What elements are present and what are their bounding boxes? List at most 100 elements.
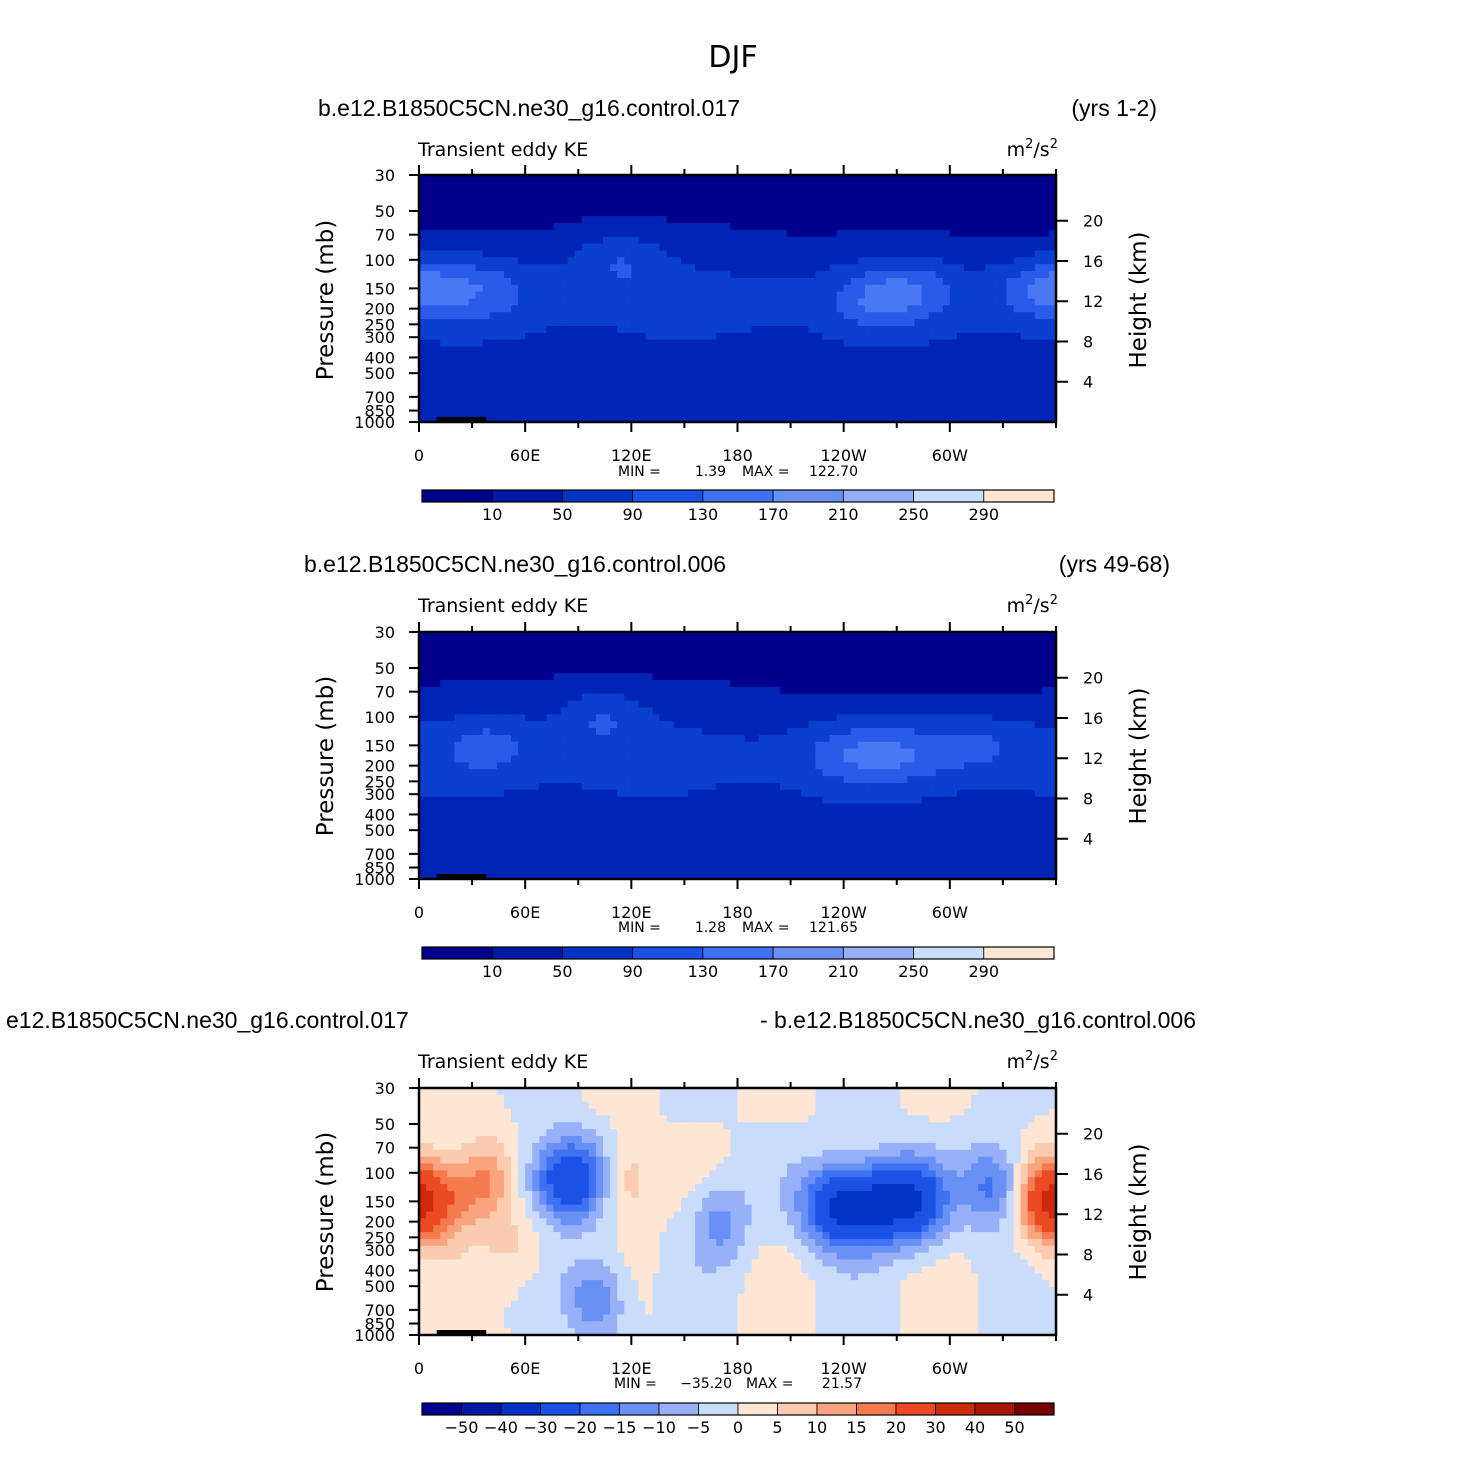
- contour-cell: [971, 325, 979, 334]
- contour-cell: [758, 373, 767, 382]
- contour-cell: [836, 741, 845, 750]
- contour-cell: [1041, 312, 1050, 320]
- contour-cell: [702, 415, 710, 422]
- contour-cell: [935, 686, 944, 695]
- contour-cell: [843, 277, 852, 286]
- contour-cell: [560, 209, 569, 217]
- contour-cell: [871, 666, 880, 674]
- contour-cell: [603, 223, 611, 231]
- contour-cell: [525, 236, 533, 245]
- contour-cell: [539, 346, 547, 354]
- contour-cell: [482, 734, 491, 743]
- contour-cell: [928, 638, 937, 647]
- contour-cell: [539, 394, 547, 403]
- contour-cell: [850, 714, 859, 722]
- contour-cell: [440, 666, 448, 674]
- contour-cell: [985, 714, 993, 722]
- contour-cell: [687, 195, 696, 204]
- contour-cell: [553, 373, 562, 382]
- contour-cell: [822, 202, 831, 210]
- contour-cell: [468, 319, 477, 327]
- contour-cell: [815, 284, 824, 293]
- contour-cell: [511, 188, 519, 197]
- contour-cell: [815, 271, 824, 279]
- contour-cell: [546, 755, 555, 763]
- contour-cell: [1020, 693, 1029, 702]
- contour-cell: [617, 264, 625, 272]
- contour-cell: [999, 659, 1008, 667]
- contour-cell: [709, 346, 717, 354]
- contour-cell: [567, 380, 576, 389]
- contour-cell: [1013, 673, 1022, 681]
- contour-cell: [992, 748, 1000, 757]
- contour-cell: [928, 367, 937, 375]
- contour-cell: [666, 707, 675, 715]
- contour-cell: [794, 721, 802, 729]
- contour-cell: [864, 312, 873, 320]
- contour-cell: [716, 652, 724, 661]
- contour-cell: [914, 748, 923, 757]
- contour-cell: [546, 645, 555, 654]
- contour-cell: [963, 332, 972, 341]
- contour-cell: [886, 714, 894, 722]
- contour-cell: [999, 223, 1008, 231]
- contour-cell: [985, 229, 993, 238]
- contour-cell: [801, 325, 809, 334]
- contour-cell: [426, 360, 434, 368]
- contour-cell: [871, 734, 880, 743]
- contour-cell: [808, 666, 816, 674]
- contour-cell: [843, 209, 852, 217]
- contour-cell: [822, 401, 831, 409]
- contour-cell: [864, 175, 873, 183]
- contour-cell: [532, 229, 540, 238]
- contour-cell: [737, 367, 746, 375]
- contour-cell: [539, 401, 547, 409]
- contour-cell: [560, 373, 569, 382]
- contour-cell: [518, 707, 526, 715]
- contour-cell: [843, 659, 852, 667]
- contour-cell: [808, 229, 816, 238]
- contour-cell: [978, 195, 986, 204]
- contour-cell: [829, 195, 838, 204]
- contour-cell: [801, 181, 809, 190]
- contour-cell: [666, 229, 675, 238]
- contour-cell: [673, 312, 682, 320]
- contour-cell: [440, 645, 448, 654]
- contour-cell: [758, 339, 767, 348]
- contour-cell: [496, 387, 505, 396]
- contour-cell: [801, 638, 809, 647]
- contour-cell: [496, 202, 505, 210]
- contour-cell: [992, 721, 1000, 729]
- contour-cell: [680, 209, 689, 217]
- contour-cell: [808, 332, 816, 341]
- contour-cell: [695, 686, 703, 695]
- contour-cell: [1041, 236, 1050, 245]
- contour-cell: [511, 181, 519, 190]
- contour-cell: [1006, 209, 1015, 217]
- contour-cell: [553, 243, 562, 252]
- contour-cell: [808, 387, 816, 396]
- contour-cell: [744, 659, 753, 667]
- contour-cell: [546, 748, 555, 757]
- contour-cell: [836, 188, 845, 197]
- contour-cell: [1020, 686, 1029, 695]
- contour-cell: [999, 387, 1008, 396]
- contour-cell: [638, 408, 647, 416]
- contour-cell: [942, 209, 951, 217]
- contour-cell: [928, 325, 937, 334]
- contour-cell: [447, 298, 455, 306]
- contour-cell: [864, 408, 873, 416]
- contour-cell: [815, 223, 824, 231]
- contour-cell: [610, 271, 618, 279]
- contour-cell: [687, 741, 696, 750]
- contour-cell: [787, 728, 795, 736]
- contour-cell: [992, 666, 1000, 674]
- contour-cell: [652, 748, 661, 757]
- contour-cell: [723, 346, 732, 354]
- contour-cell: [440, 632, 448, 640]
- case-name: b.e12.B1850C5CN.ne30_g16.control.017: [318, 95, 740, 121]
- contour-cell: [730, 652, 739, 661]
- contour-cell: [695, 181, 703, 190]
- contour-cell: [787, 353, 795, 361]
- contour-cell: [879, 700, 887, 709]
